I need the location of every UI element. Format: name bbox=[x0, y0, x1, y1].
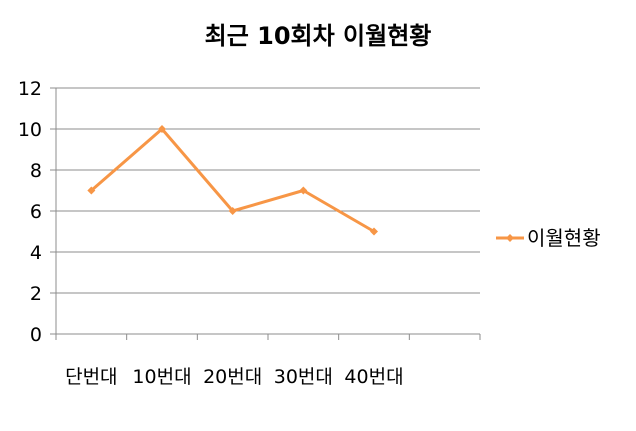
y-tick-label: 2 bbox=[30, 283, 42, 305]
chart-title: 최근 10회차 이월현황 bbox=[205, 22, 432, 50]
y-tick-label: 12 bbox=[18, 78, 42, 100]
data-point bbox=[158, 125, 166, 133]
y-tick-labels: 0 2 4 6 8 10 12 bbox=[18, 78, 42, 346]
x-tick-label: 10번대 bbox=[132, 366, 191, 388]
series-line bbox=[90, 127, 375, 233]
y-tick-label: 10 bbox=[18, 119, 42, 141]
x-tick-label: 30번대 bbox=[274, 366, 333, 388]
x-tick-label: 20번대 bbox=[203, 366, 262, 388]
x-tick-label: 단번대 bbox=[65, 366, 117, 388]
axes bbox=[50, 87, 481, 340]
series-layer bbox=[87, 125, 378, 236]
y-tick-label: 0 bbox=[30, 324, 42, 346]
data-point bbox=[87, 186, 96, 195]
gridlines bbox=[56, 87, 480, 294]
x-tick-label: 40번대 bbox=[344, 366, 403, 388]
data-point bbox=[370, 227, 378, 236]
y-tick-label: 4 bbox=[30, 242, 42, 264]
legend-label: 이월현황 bbox=[527, 226, 601, 250]
x-tick-labels: 단번대 10번대 20번대 30번대 40번대 bbox=[65, 366, 403, 388]
y-tick-label: 8 bbox=[30, 160, 42, 182]
data-point bbox=[228, 207, 237, 215]
legend-marker-swatch bbox=[506, 234, 514, 242]
data-point bbox=[299, 186, 308, 195]
y-tick-label: 6 bbox=[30, 201, 42, 223]
legend: 이월현황 bbox=[496, 226, 601, 250]
